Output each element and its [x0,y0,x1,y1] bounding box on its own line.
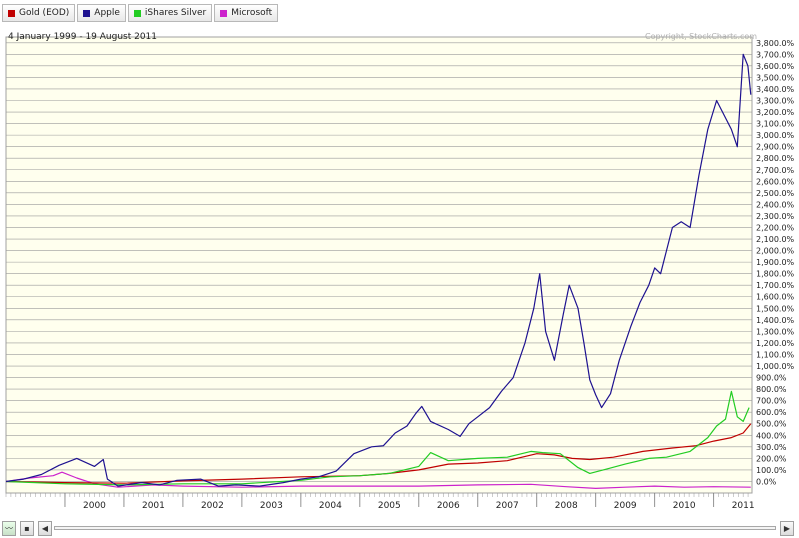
series-line [5,471,751,489]
legend-swatch [8,9,15,17]
y-tick-label: 0.0% [756,477,777,486]
y-tick-label: 600.0% [756,408,787,417]
y-tick-label: 1,100.0% [756,350,795,359]
y-tick-label: 3,000.0% [756,131,795,140]
y-tick-label: 1,200.0% [756,339,795,348]
y-tick-label: 3,400.0% [756,85,795,94]
x-tick-label: 2002 [201,501,224,511]
y-tick-label: 3,600.0% [756,62,795,71]
legend-swatch [220,9,228,17]
y-tick-label: 1,700.0% [756,281,795,290]
scroll-left-button[interactable]: ◀ [38,521,52,536]
y-tick-label: 200.0% [756,454,787,463]
legend-item[interactable]: iShares Silver [127,4,213,22]
y-axis: 0.0% 100.0% 200.0% 300.0% 400.0% 500.0% 600.0%… [756,39,795,487]
x-tick-label: 2005 [378,501,401,511]
x-tick-label: 2001 [142,501,165,511]
y-tick-label: 2,400.0% [756,200,795,209]
legend-label: Gold (EOD) [19,8,70,18]
scrollbar[interactable]: 〰 ▪ ◀ ▶ [0,520,799,538]
legend-item[interactable]: Apple [77,4,126,22]
x-tick-label: 2009 [614,501,637,511]
y-tick-label: 800.0% [756,385,787,394]
y-tick-label: 3,100.0% [756,120,795,129]
x-tick-label: 2008 [555,501,578,511]
x-tick-label: 2010 [673,501,696,511]
y-tick-label: 2,300.0% [756,212,795,221]
candle-chart-icon[interactable]: ▪ [20,521,34,536]
y-tick-label: 100.0% [756,466,787,475]
x-tick-label: 2011 [732,501,755,511]
date-range: 4 January 1999 - 19 August 2011 [8,32,157,42]
y-tick-label: 300.0% [756,443,787,452]
y-tick-label: 2,200.0% [756,223,795,232]
x-tick-label: 2000 [83,501,106,511]
y-tick-label: 2,100.0% [756,235,795,244]
y-tick-label: 2,000.0% [756,247,795,256]
scroll-track[interactable] [54,526,776,530]
legend: Gold (EOD) Apple iShares Silver Microsoft [2,4,279,24]
legend-label: iShares Silver [144,8,207,18]
series-lines [5,53,752,489]
y-tick-label: 400.0% [756,431,787,440]
gridlines [6,42,752,482]
legend-swatch [133,9,141,17]
copyright-watermark: Copyright, StockCharts.com [645,32,757,41]
legend-item[interactable]: Gold (EOD) [2,4,76,22]
y-tick-label: 900.0% [756,374,787,383]
x-tick-label: 2003 [260,501,283,511]
y-tick-label: 700.0% [756,397,787,406]
scroll-right-button[interactable]: ▶ [780,521,794,536]
y-tick-label: 2,800.0% [756,154,795,163]
y-tick-label: 2,600.0% [756,177,795,186]
plot-area [5,36,753,494]
x-tick-label: 2007 [496,501,519,511]
y-tick-label: 1,600.0% [756,293,795,302]
y-tick-label: 1,300.0% [756,327,795,336]
series-line [5,53,752,487]
x-tick-label: 2004 [319,501,342,511]
line-chart-icon[interactable]: 〰 [2,521,16,536]
series-line [5,390,750,486]
legend-swatch [83,9,91,17]
legend-item[interactable]: Microsoft [214,4,279,22]
y-tick-label: 3,700.0% [756,50,795,59]
x-tick-label: 2006 [437,501,460,511]
y-tick-label: 2,500.0% [756,189,795,198]
chart: 4 January 1999 - 19 August 2011 Copyrigh… [5,32,795,511]
y-tick-label: 2,900.0% [756,143,795,152]
y-tick-label: 3,300.0% [756,96,795,105]
y-tick-label: 1,800.0% [756,270,795,279]
y-tick-label: 3,200.0% [756,108,795,117]
y-tick-label: 3,800.0% [756,39,795,48]
legend-label: Microsoft [231,8,273,18]
y-tick-label: 2,700.0% [756,166,795,175]
y-tick-label: 3,500.0% [756,73,795,82]
y-tick-label: 1,400.0% [756,316,795,325]
y-tick-label: 1,000.0% [756,362,795,371]
x-axis: 2000 2001 2002 2003 2004 2005 2006 2007 2008 2009… [5,493,755,511]
legend-label: Apple [94,8,120,18]
y-tick-label: 1,900.0% [756,258,795,267]
y-tick-label: 500.0% [756,420,787,429]
y-tick-label: 1,500.0% [756,304,795,313]
